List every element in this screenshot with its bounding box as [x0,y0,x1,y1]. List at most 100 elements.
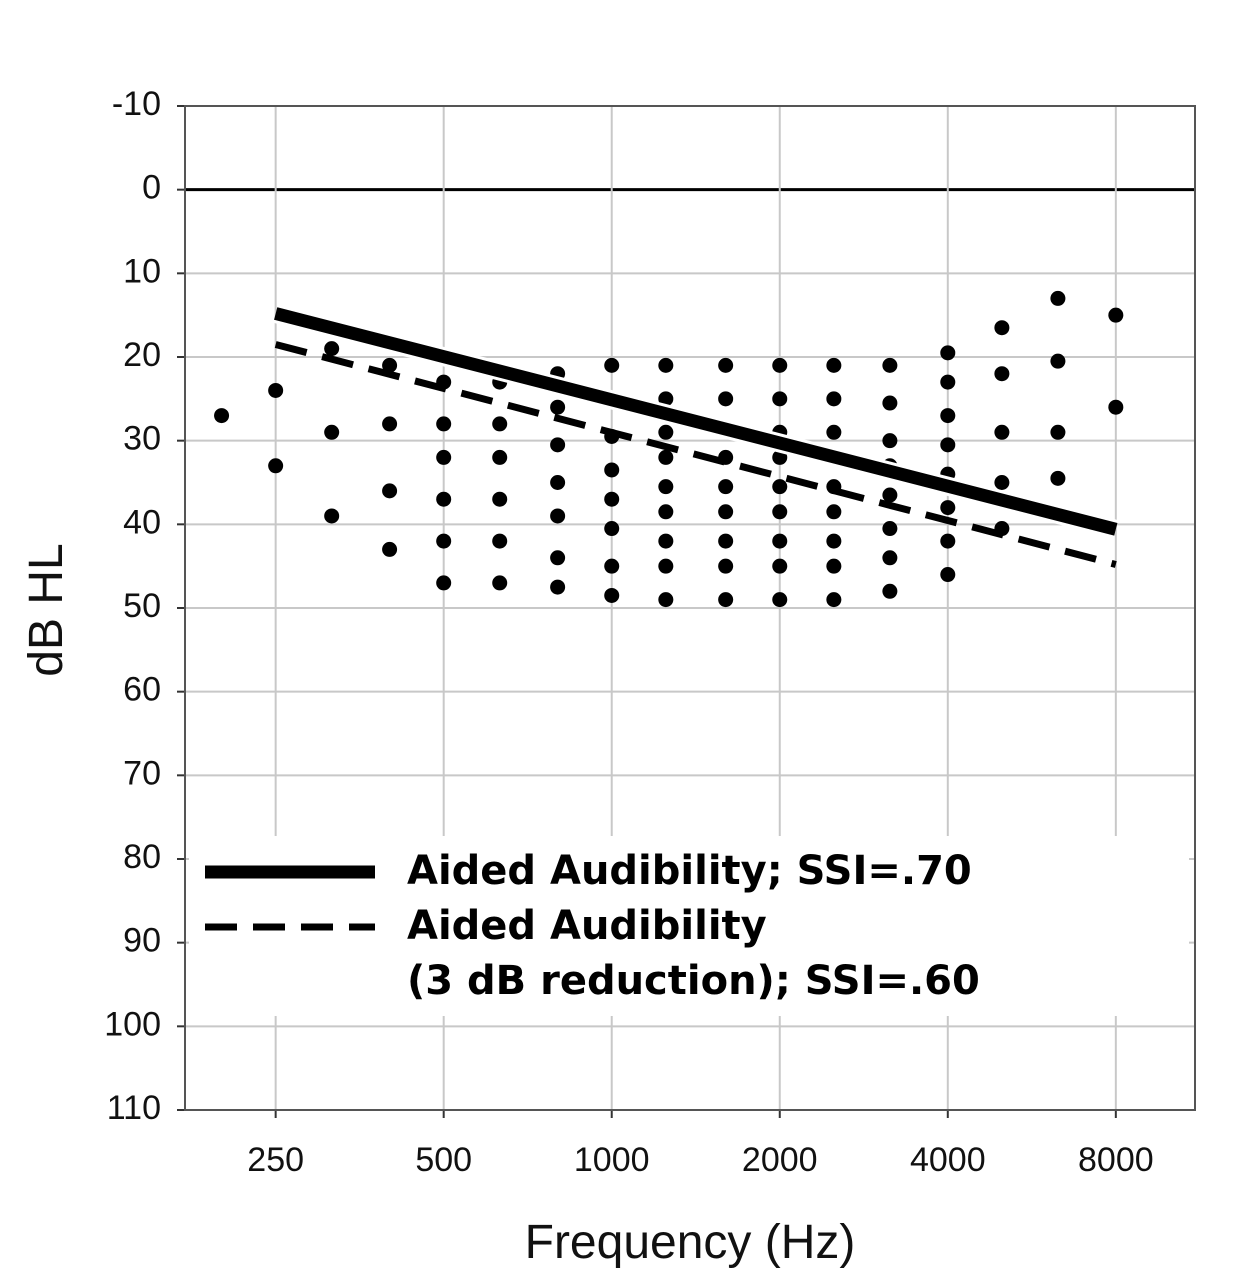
audibility-dot [550,550,566,566]
audibility-dot [718,558,734,574]
audibility-dot [1050,470,1066,486]
y-tick-label: 90 [123,922,161,960]
x-tick-label: 250 [247,1141,304,1179]
plot-frame [184,105,1196,1111]
audibility-dot [826,391,842,407]
audibility-dot [382,357,398,373]
y-tick-label: 80 [123,838,161,876]
legend-item: Aided Audibility (3 dB reduction); SSI=.… [205,899,980,1009]
audibility-dot [772,357,788,373]
audibility-dot [940,500,956,516]
audibility-dot [604,491,620,507]
audibility-dot [882,433,898,449]
audibility-dot [994,320,1010,336]
audibility-dot [268,382,284,398]
y-tick-label: 110 [107,1089,161,1127]
audibility-dot [826,533,842,549]
legend-label: Aided Audibility; SSI=.70 [407,848,972,894]
audibility-dot [658,449,674,465]
audibility-dot [492,449,508,465]
audibility-dot [550,475,566,490]
audibility-dot [718,479,734,495]
audibility-dot [826,424,842,440]
y-tick-label: 50 [123,587,161,625]
audibility-dot [658,533,674,549]
audibility-dot [658,504,674,520]
audibility-dot [604,587,620,603]
audibility-dot [718,391,734,407]
audibility-dot [772,504,788,520]
audibility-dot [436,575,452,591]
y-tick-label: 40 [123,503,161,541]
legend-item: Aided Audibility; SSI=.70 [205,844,980,899]
audibility-dot [718,357,734,373]
audibility-dot [826,592,842,608]
audibility-dot [940,567,956,583]
audibility-dot [214,408,230,424]
audibility-dot [268,458,284,474]
audibility-dot [772,479,788,495]
audibility-dot [492,575,508,591]
y-tick-label: 30 [123,420,161,458]
x-tick-label: 4000 [910,1141,986,1179]
legend-swatch [205,923,375,931]
x-tick-label: 1000 [574,1141,650,1179]
y-tick-label: -10 [112,85,161,123]
audibility-dot [826,357,842,373]
audibility-line [274,307,1118,536]
audibility-dot [550,579,566,595]
x-tick-label: 2000 [742,1141,818,1179]
audibility-dot [772,391,788,407]
audibility-dot [826,558,842,574]
audibility-dot [940,345,956,361]
audibility-dot [382,483,398,499]
audibility-dot [658,391,674,407]
audibility-dot [1108,399,1124,415]
audibility-dot [550,508,566,524]
audibility-dot [324,341,340,357]
x-tick-label: 8000 [1078,1141,1154,1179]
y-tick-label: 20 [123,336,161,374]
audibility-dot [940,533,956,549]
audibility-dot [658,558,674,574]
audibility-dot [604,558,620,574]
audibility-dot [1050,353,1066,369]
audibility-dot [550,437,566,453]
audibility-dot [1050,424,1066,440]
x-tick-label: 500 [415,1141,472,1179]
y-axis-title: dB HL [20,543,73,676]
y-tick-label: 60 [123,671,161,709]
audibility-dot [882,583,898,599]
audibility-dot [882,395,898,411]
audibility-dot [324,508,340,524]
audibility-dot [658,479,674,495]
audibility-dot [940,437,956,453]
audibility-dot [658,424,674,440]
audibility-dot [940,374,956,390]
y-tick-label: 10 [123,252,161,290]
audibility-dot [994,424,1010,440]
audibility-dot [436,449,452,465]
audibility-dot [658,592,674,608]
audibility-dot [436,491,452,507]
legend-label: Aided Audibility (3 dB reduction); SSI=.… [407,903,980,1004]
audibility-dot [604,521,620,537]
audibility-dot [492,533,508,549]
audibility-dot [658,357,674,373]
audibility-dot [718,533,734,549]
audibility-dot [604,462,620,478]
audibility-dot [772,592,788,608]
audibility-line [274,341,1117,568]
audibility-dot [436,416,452,432]
audibility-dot [492,416,508,432]
audibility-dot [492,491,508,507]
audibility-dot [550,399,566,415]
audibility-dot [826,504,842,520]
audibility-dot [940,408,956,424]
legend: Aided Audibility; SSI=.70 Aided Audibilit… [205,844,980,1009]
audibility-dot [882,357,898,373]
audibility-dot [994,475,1010,490]
legend-swatch [205,865,375,879]
